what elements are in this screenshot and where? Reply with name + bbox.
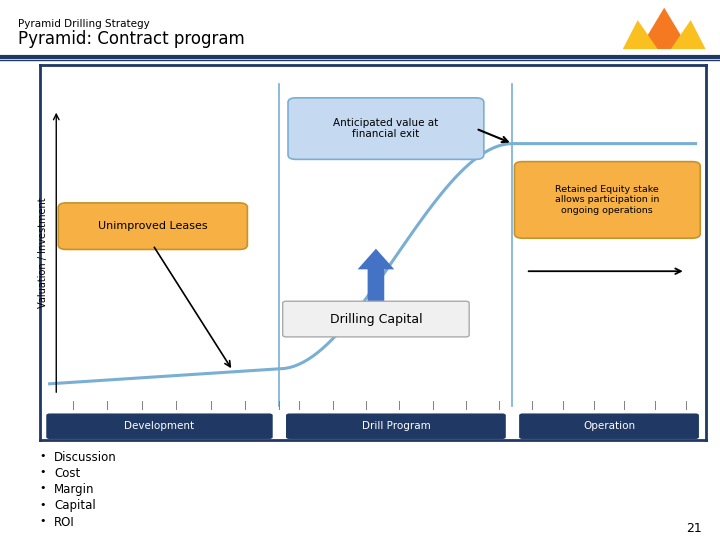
Text: •: • xyxy=(40,451,46,461)
Text: •: • xyxy=(40,516,46,526)
Text: Cost: Cost xyxy=(54,467,80,480)
Text: Drilling Capital: Drilling Capital xyxy=(330,313,422,326)
Text: Unimproved Leases: Unimproved Leases xyxy=(98,221,207,231)
FancyBboxPatch shape xyxy=(288,98,484,159)
FancyBboxPatch shape xyxy=(519,414,699,439)
Text: Operation: Operation xyxy=(583,421,635,431)
Text: Time: Time xyxy=(76,416,100,427)
Text: •: • xyxy=(40,467,46,477)
Text: Drill Program: Drill Program xyxy=(361,421,431,431)
Text: Retained Equity stake
allows participation in
ongoing operations: Retained Equity stake allows participati… xyxy=(555,185,660,215)
FancyBboxPatch shape xyxy=(58,203,248,249)
Text: •: • xyxy=(40,500,46,510)
FancyBboxPatch shape xyxy=(515,161,701,238)
Text: Pyramid Drilling Strategy: Pyramid Drilling Strategy xyxy=(18,19,150,29)
Text: Anticipated value at
financial exit: Anticipated value at financial exit xyxy=(333,118,438,139)
Text: •: • xyxy=(40,483,46,494)
Text: 21: 21 xyxy=(686,522,702,535)
Text: Valuation / Investment: Valuation / Investment xyxy=(38,197,48,308)
FancyBboxPatch shape xyxy=(283,301,469,337)
Polygon shape xyxy=(623,20,657,49)
Polygon shape xyxy=(358,249,395,303)
Text: ROI: ROI xyxy=(54,516,75,529)
Text: Capital: Capital xyxy=(54,500,96,512)
Text: Discussion: Discussion xyxy=(54,451,117,464)
Polygon shape xyxy=(671,20,706,49)
Text: Pyramid: Contract program: Pyramid: Contract program xyxy=(18,30,245,48)
Text: Development: Development xyxy=(125,421,194,431)
Polygon shape xyxy=(639,8,689,49)
FancyBboxPatch shape xyxy=(46,414,273,439)
Text: Margin: Margin xyxy=(54,483,94,496)
FancyBboxPatch shape xyxy=(286,414,506,439)
